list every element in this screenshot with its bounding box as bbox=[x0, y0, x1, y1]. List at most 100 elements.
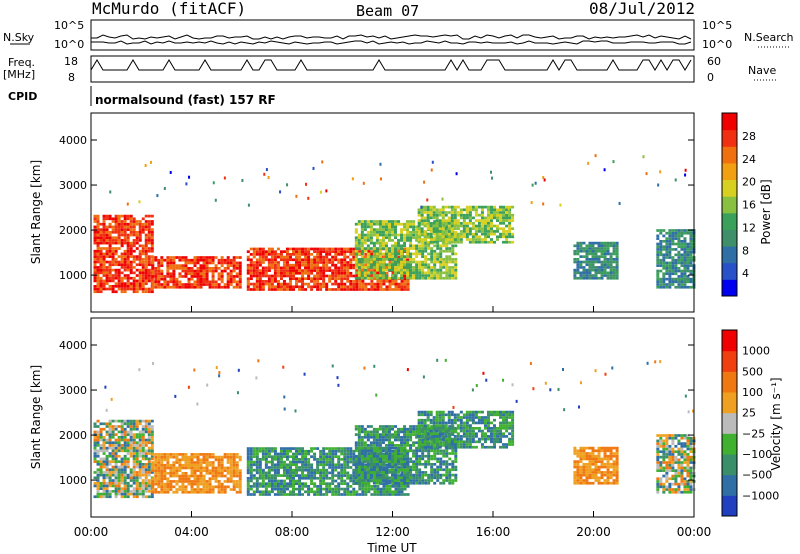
noise-cell bbox=[325, 189, 328, 193]
echo-cell bbox=[169, 482, 173, 486]
echo-cell bbox=[135, 287, 139, 291]
echo-cell bbox=[674, 285, 678, 289]
echo-cell bbox=[415, 271, 419, 275]
echo-cell bbox=[147, 471, 151, 474]
echo-cell bbox=[132, 271, 136, 275]
echo-cell bbox=[126, 217, 130, 221]
echo-cell bbox=[659, 277, 663, 281]
echo-cell bbox=[615, 263, 619, 267]
echo-cell bbox=[406, 438, 410, 442]
echo-cell bbox=[99, 446, 103, 450]
echo-cell bbox=[246, 455, 250, 459]
echo-cell bbox=[202, 477, 206, 481]
echo-cell bbox=[141, 487, 145, 490]
echo-cell bbox=[447, 221, 451, 225]
echo-cell bbox=[111, 425, 115, 428]
echo-cell bbox=[292, 468, 295, 472]
echo-cell bbox=[102, 457, 106, 461]
echo-cell bbox=[96, 479, 100, 482]
noise-cell bbox=[247, 203, 250, 207]
echo-cell bbox=[668, 272, 672, 276]
echo-cell bbox=[301, 280, 305, 283]
echo-cell bbox=[403, 425, 407, 428]
echo-cell bbox=[199, 471, 203, 475]
echo-cell bbox=[93, 495, 97, 499]
echo-cell bbox=[406, 462, 410, 466]
noise-cell bbox=[423, 180, 426, 184]
echo-cell bbox=[288, 288, 292, 291]
echo-cell bbox=[282, 482, 286, 486]
echo-cell bbox=[659, 242, 663, 246]
echo-cell bbox=[202, 466, 206, 470]
echo-cell bbox=[264, 485, 268, 488]
echo-cell bbox=[141, 452, 145, 455]
echo-cell bbox=[376, 280, 380, 283]
echo-cell bbox=[307, 258, 311, 262]
echo-cell bbox=[301, 463, 305, 467]
echo-cell bbox=[445, 268, 449, 272]
echo-cell bbox=[150, 471, 154, 474]
echo-cell bbox=[671, 229, 675, 232]
echo-cell bbox=[193, 469, 197, 472]
echo-cell bbox=[394, 476, 398, 480]
echo-cell bbox=[340, 285, 344, 289]
echo-cell bbox=[249, 485, 253, 488]
echo-cell bbox=[270, 476, 274, 480]
echo-cell bbox=[579, 276, 583, 280]
echo-cell bbox=[665, 256, 669, 259]
echo-cell bbox=[313, 485, 317, 488]
echo-cell bbox=[597, 244, 601, 248]
echo-cell bbox=[588, 276, 592, 280]
echo-cell bbox=[285, 476, 289, 480]
echo-cell bbox=[319, 490, 323, 494]
echo-cell bbox=[202, 261, 206, 265]
echo-cell bbox=[354, 252, 358, 256]
echo-cell bbox=[668, 256, 672, 259]
echo-cell bbox=[372, 473, 376, 477]
echo-cell bbox=[511, 213, 515, 217]
echo-cell bbox=[160, 272, 164, 276]
echo-cell bbox=[435, 208, 439, 212]
echo-cell bbox=[372, 244, 376, 248]
echo-cell bbox=[357, 438, 361, 442]
echo-cell bbox=[120, 495, 124, 499]
echo-cell bbox=[105, 460, 109, 463]
echo-cell bbox=[301, 447, 305, 450]
echo-cell bbox=[229, 474, 233, 478]
echo-cell bbox=[381, 230, 385, 234]
echo-cell bbox=[390, 220, 394, 223]
echo-cell bbox=[412, 260, 416, 264]
echo-cell bbox=[384, 433, 388, 436]
echo-cell bbox=[282, 263, 286, 267]
echo-cell bbox=[135, 462, 139, 466]
echo-cell bbox=[172, 455, 176, 459]
echo-cell bbox=[132, 476, 136, 480]
echo-cell bbox=[270, 458, 274, 461]
echo-cell bbox=[364, 263, 368, 267]
echo-cell bbox=[196, 474, 200, 478]
echo-cell bbox=[147, 427, 151, 431]
echo-cell bbox=[451, 276, 455, 280]
sky-label: N.Sky bbox=[3, 31, 35, 44]
echo-cell bbox=[120, 222, 124, 226]
echo-cell bbox=[298, 476, 302, 480]
echo-cell bbox=[423, 221, 427, 225]
echo-cell bbox=[178, 256, 182, 259]
echo-cell bbox=[129, 247, 133, 250]
echo-cell bbox=[295, 285, 299, 289]
echo-cell bbox=[111, 433, 115, 436]
echo-cell bbox=[381, 479, 385, 482]
echo-cell bbox=[270, 274, 274, 278]
echo-cell bbox=[409, 236, 413, 240]
echo-cell bbox=[366, 468, 370, 472]
echo-cell bbox=[102, 268, 106, 272]
echo-cell bbox=[132, 290, 136, 294]
echo-cell bbox=[144, 287, 148, 291]
echo-cell bbox=[235, 256, 239, 259]
echo-cell bbox=[319, 449, 323, 453]
echo-cell bbox=[202, 458, 206, 462]
echo-cell bbox=[671, 258, 675, 262]
echo-cell bbox=[304, 463, 308, 467]
echo-cell bbox=[331, 447, 335, 450]
echo-cell bbox=[258, 277, 262, 281]
